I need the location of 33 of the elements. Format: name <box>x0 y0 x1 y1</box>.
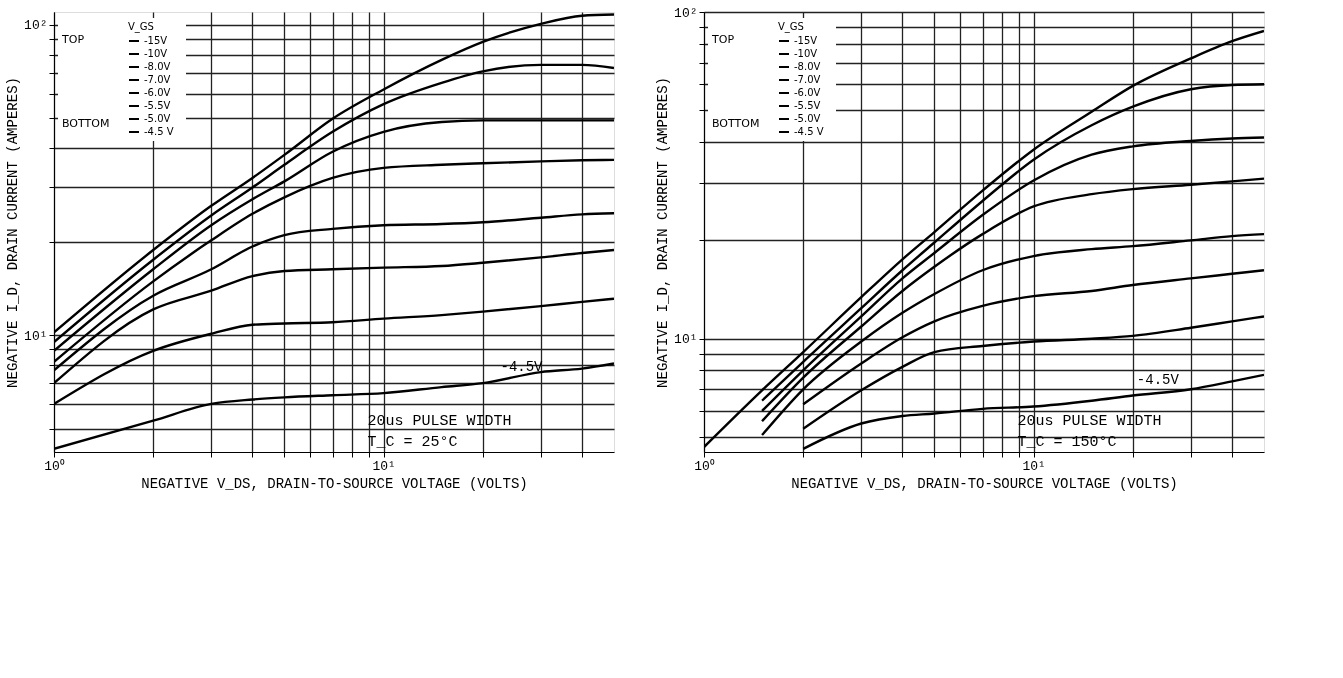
legend-label: -5.0V <box>794 113 821 124</box>
x-tick-label: 10⁰ <box>44 457 65 474</box>
legend-label: -15V <box>144 35 168 46</box>
x-axis-title: NEGATIVE V_DS, DRAIN-TO-SOURCE VOLTAGE (VOLTS) <box>791 475 1178 492</box>
legend-label: -4.5 V <box>794 126 824 137</box>
legend-label: -7.0V <box>144 74 171 85</box>
legend-label: -5.5V <box>144 100 171 111</box>
legend-label: -5.5V <box>794 100 821 111</box>
legend-label: -15V <box>794 35 818 46</box>
legend-label: -8.0V <box>144 61 171 72</box>
y-tick-label: 10² <box>674 5 698 21</box>
legend-label: -8.0V <box>794 61 821 72</box>
annotation: BOTTOM <box>712 117 760 130</box>
legend-label: -7.0V <box>794 74 821 85</box>
annotation: BOTTOM <box>62 117 110 130</box>
legend-label: -4.5 V <box>144 126 174 137</box>
legend-title: V_GS <box>128 21 154 33</box>
legend-title: V_GS <box>778 21 804 33</box>
legend-label: -6.0V <box>794 87 821 98</box>
y-tick-label: 10² <box>24 18 48 34</box>
x-axis-title: NEGATIVE V_DS, DRAIN-TO-SOURCE VOLTAGE (VOLTS) <box>141 475 528 492</box>
annotation: -4.5V <box>1136 371 1180 388</box>
y-axis-title: NEGATIVE I_D, DRAIN CURRENT (AMPERES) <box>655 77 672 388</box>
legend-label: -5.0V <box>144 113 171 124</box>
legend-label: -6.0V <box>144 87 171 98</box>
legend-label: -10V <box>144 48 168 59</box>
annotation: TOP <box>61 33 85 46</box>
x-tick-label: 10¹ <box>1022 458 1046 474</box>
annotation: TOP <box>711 33 735 46</box>
x-tick-label: 10⁰ <box>694 457 715 474</box>
y-axis-title: NEGATIVE I_D, DRAIN CURRENT (AMPERES) <box>5 77 22 388</box>
x-tick-label: 10¹ <box>372 458 396 474</box>
legend-label: -10V <box>794 48 818 59</box>
